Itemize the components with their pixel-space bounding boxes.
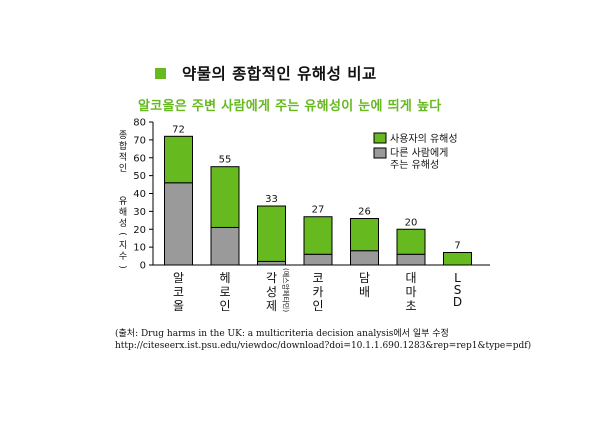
y-axis-label-char: 합: [119, 141, 127, 152]
bar-segment-others: [164, 182, 193, 266]
category-label-char: 배: [359, 285, 370, 299]
page-subtitle: 알코올은 주변 사람에게 주는 유해성이 눈에 띄게 높다: [138, 99, 442, 114]
bar-segment-others: [396, 253, 426, 266]
bar-total-label: 33: [265, 194, 278, 205]
category-label-char: 제: [266, 299, 277, 313]
y-tick-label: 60: [133, 153, 146, 164]
bar-total-label: 55: [219, 155, 232, 166]
y-axis-label-char: 지: [119, 240, 127, 251]
y-axis-label-char: 종: [119, 130, 127, 141]
y-tick-label: 30: [133, 207, 146, 218]
category-label-char: 로: [219, 285, 230, 299]
category-label-char: 인: [312, 299, 323, 313]
bar-total-label: 7: [454, 240, 460, 251]
bar-segment-user: [350, 218, 379, 252]
category-label-char: 카: [312, 285, 323, 299]
y-axis-label-char: 유: [119, 196, 127, 207]
y-axis-label-char: ): [117, 265, 127, 269]
y-tick-label: 0: [140, 261, 146, 272]
category-label-char: 마: [405, 285, 416, 299]
y-tick-label: 40: [133, 189, 146, 200]
bar-segment-user: [303, 216, 333, 255]
bar-segment-others: [350, 250, 379, 266]
category-label-char: 각: [266, 271, 277, 285]
legend-swatch-others: [373, 147, 387, 159]
y-axis-label-char: 해: [119, 207, 127, 218]
y-tick-label: 20: [133, 225, 146, 236]
bar-segment-others: [257, 260, 286, 266]
bar-segment-user: [210, 166, 240, 228]
bar-total-label: 72: [172, 124, 185, 135]
y-tick-label: 10: [133, 243, 146, 254]
bar-segment-user: [257, 205, 286, 262]
bar-total-label: 27: [312, 205, 325, 216]
y-axis-label-char: 적: [119, 151, 127, 163]
source-line-2: http://citeseerx.ist.psu.edu/viewdoc/dow…: [115, 341, 532, 351]
title-bullet-icon: [155, 67, 166, 79]
category-label-char: 인: [219, 299, 230, 313]
bar-segment-user: [396, 228, 426, 255]
bar-segment-others: [210, 226, 240, 266]
source-line-1: (출처: Drug harms in the UK: a multicriter…: [115, 329, 449, 339]
legend-label-user: 사용자의 유해성: [390, 132, 458, 145]
bar-total-label: 26: [358, 207, 371, 218]
y-tick-label: 70: [133, 135, 146, 146]
y-axis-label-char: (: [117, 232, 127, 236]
category-label-char: 올: [173, 299, 184, 313]
bar-segment-user: [443, 251, 472, 266]
category-label-char: 담: [359, 271, 370, 285]
y-axis-label-char: 성: [119, 218, 127, 229]
y-tick-label: 80: [133, 118, 146, 129]
category-note-label: (메스암페타민): [282, 268, 291, 312]
bar-total-label: 20: [405, 217, 418, 228]
category-label-char: 대: [405, 271, 416, 285]
page-title: 약물의 종합적인 유해성 비교: [182, 65, 377, 83]
category-label-char: 초: [405, 299, 416, 313]
y-axis-label-char: 인: [119, 163, 127, 174]
bar-segment-others: [303, 253, 333, 266]
category-label-char: 코: [312, 271, 323, 285]
category-label-char: 헤: [219, 271, 230, 285]
category-label-char: 알: [173, 271, 184, 285]
title-row: 약물의 종합적인 유해성 비교: [155, 62, 377, 84]
category-label-char: 성: [266, 285, 277, 299]
y-axis-label-char: 수: [119, 251, 127, 262]
y-tick-label: 50: [133, 171, 146, 182]
bar-segment-user: [164, 135, 193, 184]
category-label-char: S: [454, 283, 462, 297]
category-label-char: D: [453, 295, 462, 309]
category-label-char: L: [454, 271, 461, 285]
category-label-char: 코: [173, 285, 184, 299]
legend-swatch-user: [373, 132, 387, 144]
legend-label-others: 다른 사람에게 주는 유해성: [390, 146, 448, 171]
